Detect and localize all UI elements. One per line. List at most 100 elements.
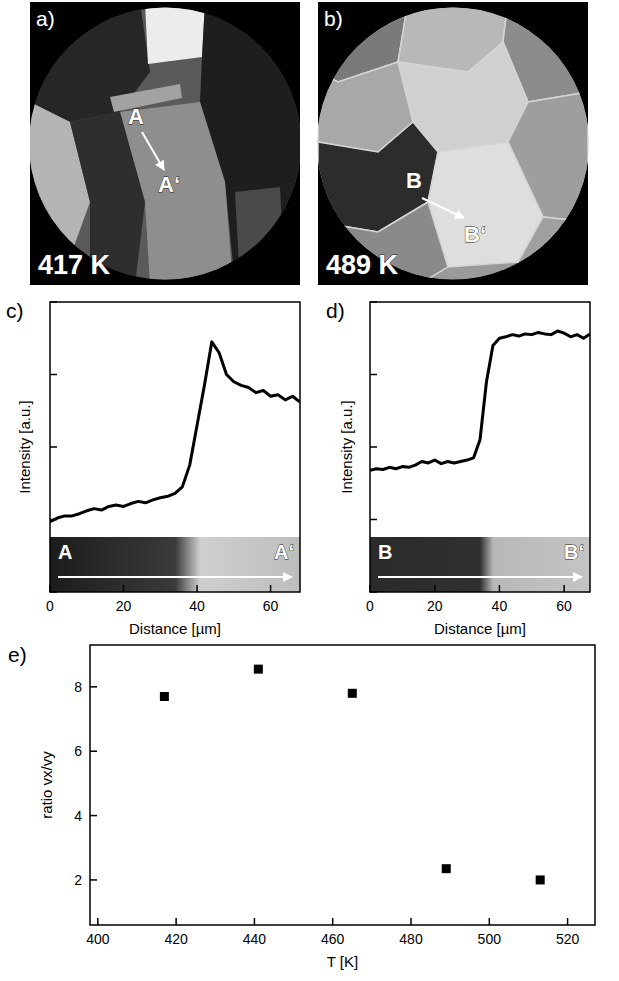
profile-start-label: A [128,104,144,129]
data-point [348,689,357,698]
y-tick-label: 2 [74,872,82,888]
y-tick [370,374,377,376]
data-group [370,331,590,470]
data-point [442,864,451,873]
y-tick [90,815,97,817]
plot-frame [370,302,590,592]
strip-arrow [378,576,582,578]
x-tick-label: 0 [366,598,374,614]
panel-label: e) [8,643,27,666]
panel-label: d) [326,299,345,322]
x-tick-label: 60 [556,598,572,614]
strip-end-label: B‘ [564,541,584,563]
grain [318,202,448,285]
chart: 400 420 440 460 480 500 520 2 4 6 8 e) T [K] ratio vx… [8,643,595,970]
x-axis-title: Distance [µm] [129,620,221,637]
y-tick [50,374,57,376]
x-tick-label: 40 [189,598,205,614]
y-tick-label: 4 [74,808,82,824]
x-tick-label: 500 [478,931,502,947]
profile-end-label: A‘ [158,172,180,197]
x-tick [489,918,491,925]
image-field [30,2,300,285]
chart: B B‘ 0 20 40 60 d) Distance [µm] Intensity [a.u.… [326,299,590,637]
y-tick-label: 6 [74,743,82,759]
y-tick [370,446,377,448]
profile-line [370,331,590,470]
plot-area [370,302,590,592]
y-tick [370,519,377,521]
data-group [50,342,300,522]
x-tick [434,585,436,592]
data-group [160,665,545,885]
x-axis-title: Distance [µm] [434,620,526,637]
panel-label: a) [36,7,55,30]
plot-area [90,645,595,925]
x-tick [332,918,334,925]
temperature-label: 489 K [326,250,399,280]
chart: A A‘ 0 20 40 60 c) Distance [µm] Intensity [a.u.… [6,299,300,637]
y-tick [90,879,97,881]
grain [110,84,182,112]
micrograph: b) 489 K B B‘ [318,2,588,285]
strip-start-label: A [58,541,72,563]
data-point [160,692,169,701]
x-tick [499,585,501,592]
strip-arrow [58,576,292,578]
x-tick-label: 0 [46,598,54,614]
y-tick [50,446,57,448]
x-tick-label: 420 [164,931,188,947]
panel-label: b) [324,7,343,30]
x-tick [567,918,569,925]
micrograph: a) 417 K A A‘ [30,2,300,285]
profile-start-label: B [406,168,422,193]
image-background [318,2,588,285]
x-tick [563,585,565,592]
panel-label: c) [6,299,24,322]
y-tick-label: 8 [74,679,82,695]
strip-start-label: B [378,541,392,563]
image-field-bg [318,2,588,285]
temperature-label: 417 K [38,250,111,280]
x-tick [270,585,272,592]
figure: a)417 KAA‘b)489 KBB‘AA‘0204060c)Distance… [0,0,619,981]
profile-arrow [142,132,164,170]
x-tick-label: 60 [263,598,279,614]
profile-end-label: B‘ [464,222,486,247]
x-tick-label: 20 [427,598,443,614]
data-point [536,875,545,884]
x-tick-label: 520 [556,931,580,947]
grain [235,187,285,285]
image-background [30,2,300,285]
image-field-bg [30,2,300,285]
plot-area [50,302,300,592]
x-tick [196,585,198,592]
x-tick-label: 460 [321,931,345,947]
y-axis-title: Intensity [a.u.] [16,400,33,493]
x-tick-label: 400 [86,931,110,947]
x-axis-title: T [K] [327,953,358,970]
x-tick [123,585,125,592]
y-tick [90,686,97,688]
x-tick-label: 20 [116,598,132,614]
x-tick-label: 480 [399,931,423,947]
grain [145,2,205,64]
profile-strip [50,537,300,592]
grain [518,217,588,285]
data-point [254,665,263,674]
x-tick-label: 40 [492,598,508,614]
x-tick [97,918,99,925]
x-tick-label: 440 [243,931,267,947]
x-tick [410,918,412,925]
x-tick [254,918,256,925]
y-axis-title: ratio vx/vy [38,751,55,819]
image-field [318,2,588,285]
plot-frame [50,302,300,592]
strip-end-label: A‘ [274,541,294,563]
y-axis-title: Intensity [a.u.] [338,400,355,493]
profile-strip [370,537,590,592]
plot-frame [90,645,595,925]
profile-line [50,342,300,522]
x-tick [175,918,177,925]
profile-arrow [422,198,464,218]
